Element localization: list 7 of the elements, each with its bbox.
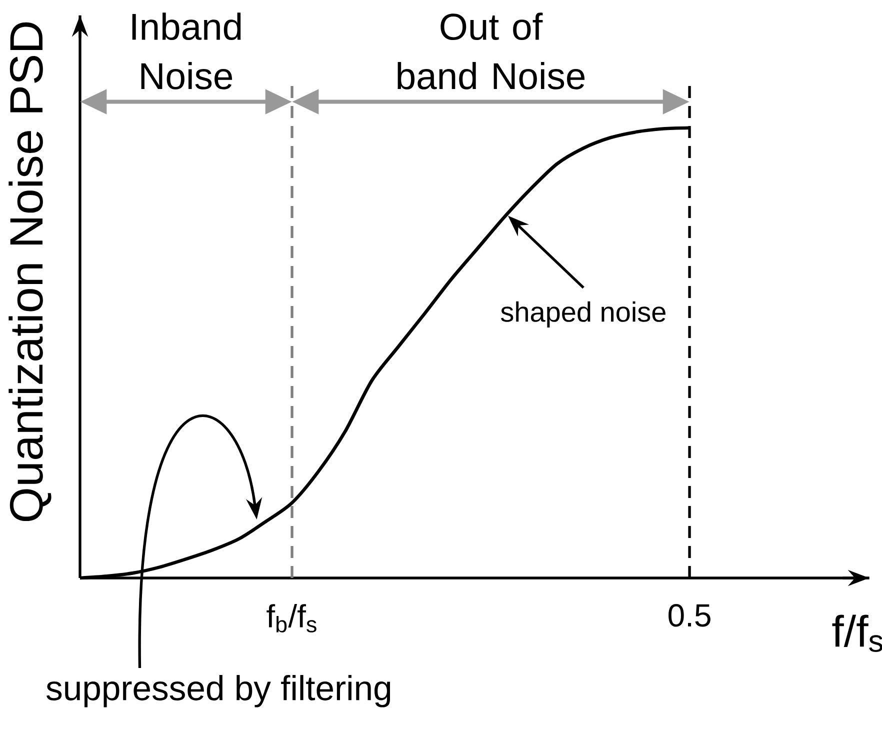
text: Inband Noise [132,12,241,90]
text: suppressed by filtering [46,674,390,708]
y-axis-title: Quantization Noise PSD [8,22,52,522]
text: Out of band Noise [398,12,585,90]
annotation: shaped noise [500,301,666,328]
x-tick-label: f$_{b}$/f$_{s}$ [266,604,316,632]
x-tick-label: 0.5 [668,604,710,627]
